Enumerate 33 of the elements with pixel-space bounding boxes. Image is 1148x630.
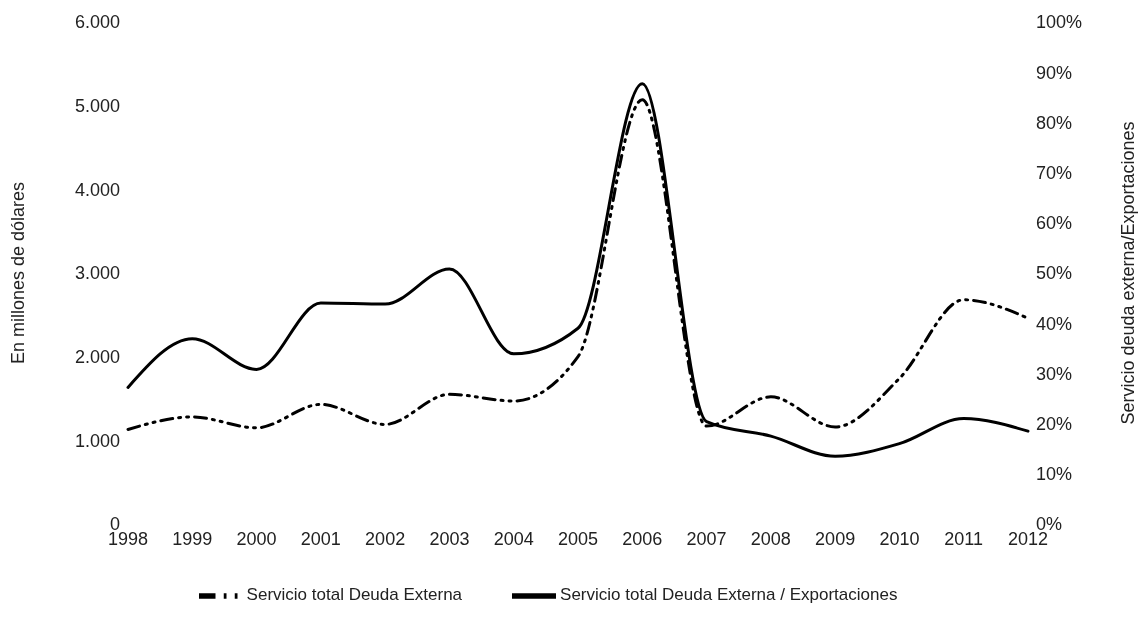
x-tick-label: 2007 (686, 528, 727, 549)
y2-tick-label: 90% (1036, 62, 1073, 83)
legend-label: Servicio total Deuda Externa / Exportaciones (560, 585, 898, 605)
y2-tick-label: 20% (1036, 413, 1073, 434)
x-tick-label: 2009 (815, 528, 856, 549)
y-tick-label: 6.000 (74, 12, 120, 33)
y2-tick-label: 30% (1036, 363, 1073, 384)
x-tick-label: 2010 (879, 528, 920, 549)
y2-tick-label: 100% (1036, 12, 1083, 33)
y-axis-title: En millones de dólares (8, 181, 29, 365)
y-tick-label: 2.000 (74, 347, 120, 368)
y2-axis-title: Servicio deuda externa/Exportaciones (1118, 121, 1139, 425)
y-tick-label: 3.000 (74, 263, 120, 284)
x-tick-label: 1999 (172, 528, 213, 549)
y-tick-label: 4.000 (74, 179, 120, 200)
x-tick-label: 2008 (750, 528, 791, 549)
x-tick-label: 2005 (557, 528, 599, 549)
x-tick-label: 2011 (944, 528, 984, 549)
y2-tick-label: 80% (1036, 112, 1073, 133)
y-tick-label: 5.000 (74, 96, 120, 117)
y2-tick-label: 70% (1036, 162, 1073, 183)
y2-tick-label: 40% (1036, 313, 1073, 334)
x-tick-label: 2002 (365, 528, 406, 549)
x-tick-label: 2004 (493, 528, 534, 549)
x-tick-label: 2001 (300, 528, 341, 549)
y2-tick-label: 60% (1036, 213, 1073, 234)
y2-tick-label: 10% (1036, 464, 1073, 485)
x-tick-label: 2006 (622, 528, 663, 549)
y-tick-label: 1.000 (74, 430, 120, 451)
x-tick-label: 2000 (236, 528, 277, 549)
x-tick-label: 2003 (429, 528, 470, 549)
legend-label: Servicio total Deuda Externa (246, 585, 463, 605)
y2-tick-label: 50% (1036, 263, 1073, 284)
